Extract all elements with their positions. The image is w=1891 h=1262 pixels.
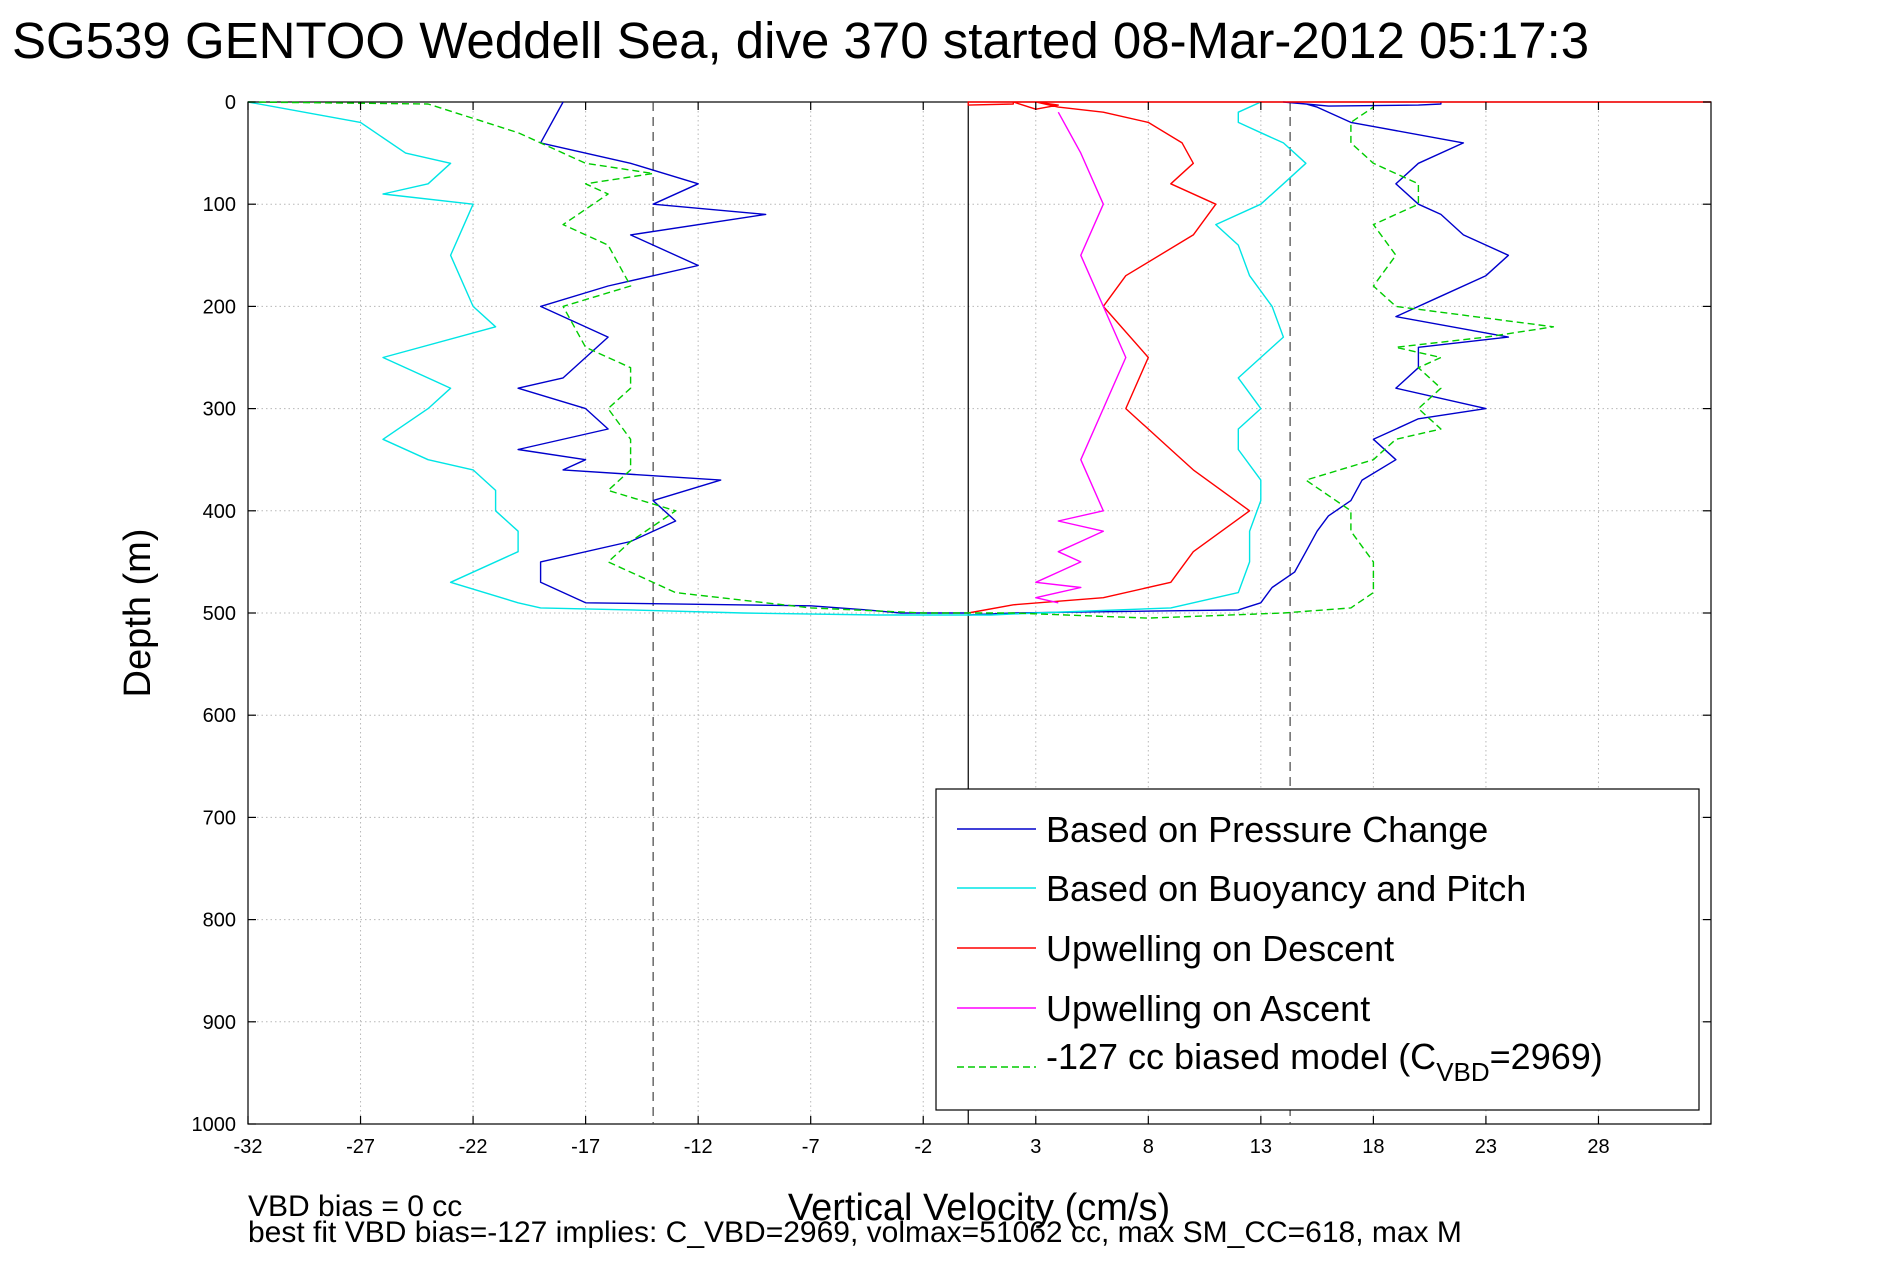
x-tick-label: -27 [346, 1136, 375, 1158]
series-line-0 [517, 101, 1510, 616]
x-axis-ticks: -32 -27 -22 -17 -12 -7 -2 3 8 13 18 23 28 [234, 102, 1610, 1158]
y-tick-label: 700 [203, 807, 236, 829]
y-tick-label: 100 [203, 194, 236, 216]
y-tick-label: 900 [203, 1012, 236, 1034]
vbd-bias-note: VBD bias = 0 cc [248, 1190, 462, 1223]
series-line-1 [247, 101, 1307, 616]
x-tick-label: -12 [684, 1136, 713, 1158]
series-line-3 [1035, 111, 1127, 604]
x-tick-label: -32 [234, 1136, 263, 1158]
legend-biased-model-prefix: -127 cc biased model (C [1046, 1036, 1436, 1077]
legend-biased-model-suffix: =2969) [1490, 1036, 1603, 1077]
legend-label-biased-model: -127 cc biased model (CVBD=2969) [1046, 1036, 1603, 1087]
y-axis-label: Depth (m) [117, 529, 159, 698]
x-tick-label: 8 [1143, 1136, 1154, 1158]
y-axis-ticks: 0 100 200 300 400 500 600 700 800 900 1000 [192, 92, 1711, 1136]
y-tick-label: 1000 [192, 1114, 237, 1136]
x-axis-label: Vertical Velocity (cm/s) [788, 1187, 1170, 1229]
legend-line-samples [957, 828, 1036, 1068]
legend-box [935, 788, 1700, 1111]
series-line-2 [967, 101, 1711, 614]
legend-label-pressure-change: Based on Pressure Change [1046, 809, 1488, 850]
y-tick-label: 200 [203, 296, 236, 318]
y-tick-label: 500 [203, 603, 236, 625]
chart-title: SG539 GENTOO Weddell Sea, dive 370 start… [12, 12, 1589, 69]
x-tick-label: -22 [459, 1136, 488, 1158]
y-tick-label: 400 [203, 501, 236, 523]
x-tick-label: 3 [1030, 1136, 1041, 1158]
legend: Based on Pressure Change Based on Buoyan… [935, 788, 1700, 1111]
x-tick-label: 18 [1362, 1136, 1384, 1158]
data-series [247, 101, 1711, 619]
x-tick-label: 23 [1475, 1136, 1497, 1158]
x-tick-label: 13 [1250, 1136, 1272, 1158]
series-line-4 [247, 101, 1555, 619]
y-tick-label: 800 [203, 910, 236, 932]
x-tick-label: -7 [802, 1136, 820, 1158]
y-tick-label: 600 [203, 705, 236, 727]
x-tick-label: -17 [571, 1136, 600, 1158]
legend-biased-model-subscript: VBD [1436, 1057, 1489, 1087]
x-tick-label: 28 [1587, 1136, 1609, 1158]
legend-label-upwelling-ascent: Upwelling on Ascent [1046, 988, 1370, 1029]
legend-label-buoyancy-pitch: Based on Buoyancy and Pitch [1046, 868, 1526, 909]
x-tick-label: -2 [914, 1136, 932, 1158]
y-tick-label: 0 [225, 92, 236, 114]
y-tick-label: 300 [203, 399, 236, 421]
legend-label-upwelling-descent: Upwelling on Descent [1046, 928, 1394, 969]
best-fit-note: best fit VBD bias=-127 implies: C_VBD=29… [248, 1216, 1462, 1249]
